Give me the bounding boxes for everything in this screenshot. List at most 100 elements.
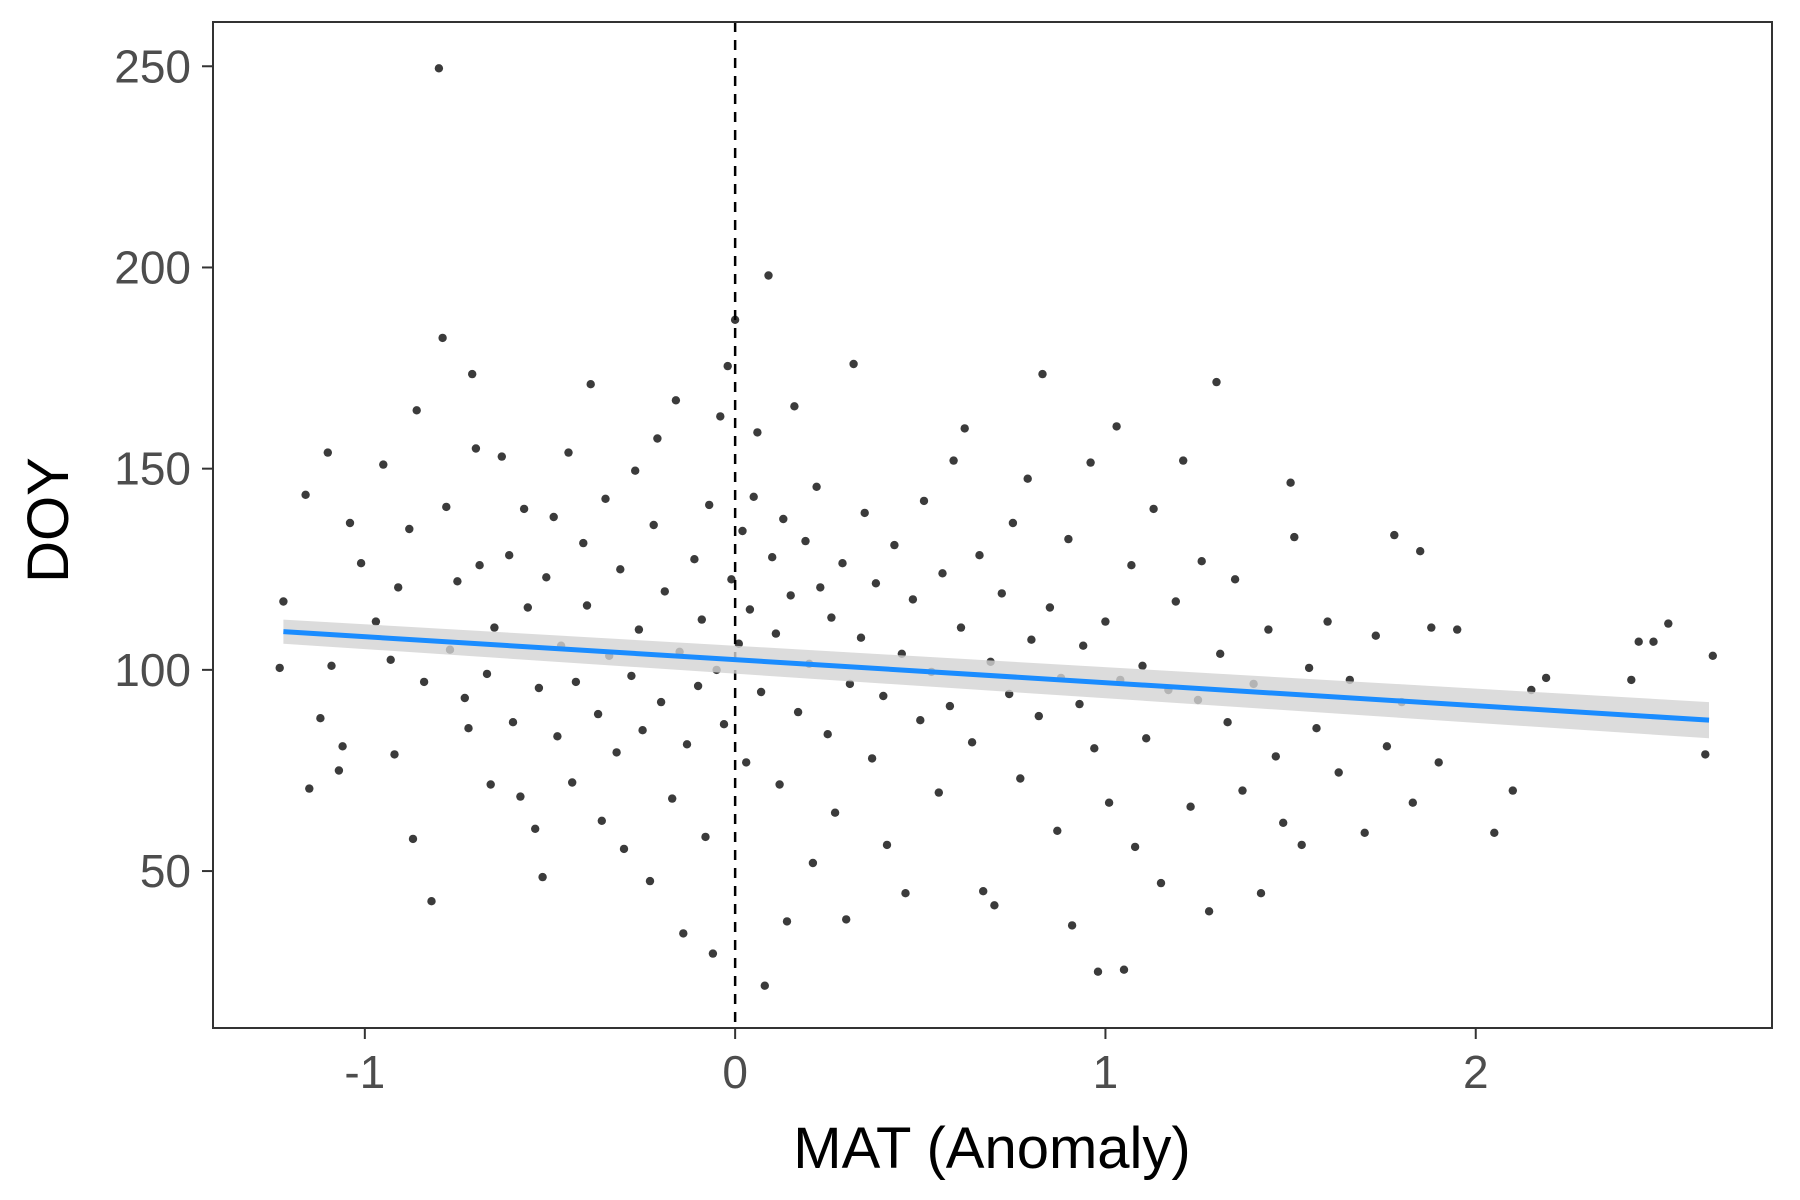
data-point-107	[816, 583, 825, 592]
data-point-121	[890, 540, 899, 550]
data-point-3	[305, 784, 314, 793]
data-point-141	[1008, 518, 1018, 528]
data-point-165	[1142, 734, 1151, 743]
data-point-57	[612, 748, 621, 757]
data-point-136	[979, 887, 988, 896]
data-point-154	[1086, 458, 1095, 467]
data-point-101	[790, 402, 799, 411]
data-point-53	[593, 709, 603, 719]
data-point-199	[1416, 547, 1425, 556]
data-point-98	[779, 514, 788, 524]
data-point-173	[1197, 557, 1206, 566]
x-tick-label-1: 0	[722, 1046, 748, 1098]
data-point-74	[690, 555, 699, 564]
data-point-155	[1090, 744, 1099, 753]
data-point-1	[279, 597, 288, 606]
data-point-91	[753, 428, 762, 437]
data-point-15	[394, 583, 403, 592]
data-point-161	[1119, 965, 1129, 974]
data-point-189	[1312, 724, 1321, 733]
data-point-87	[738, 526, 747, 536]
data-point-59	[619, 844, 629, 854]
data-point-144	[1027, 635, 1036, 644]
data-point-40	[531, 824, 540, 833]
data-point-108	[823, 730, 832, 739]
data-point-151	[1067, 921, 1077, 930]
data-point-68	[660, 587, 669, 596]
data-point-128	[934, 788, 943, 797]
data-point-207	[1627, 675, 1636, 685]
data-point-198	[1408, 798, 1418, 807]
data-point-60	[627, 671, 636, 681]
data-point-181	[1256, 889, 1266, 898]
data-point-129	[938, 569, 947, 578]
data-point-114	[849, 359, 858, 369]
data-point-11	[371, 617, 381, 626]
data-point-33	[490, 623, 499, 632]
data-point-14	[390, 750, 399, 759]
data-point-106	[812, 482, 821, 491]
data-point-142	[1016, 774, 1025, 783]
data-point-42	[538, 872, 547, 882]
data-point-50	[579, 538, 588, 548]
data-point-193	[1360, 828, 1369, 837]
data-point-44	[549, 512, 558, 522]
data-point-204	[1508, 786, 1518, 795]
data-point-28	[468, 369, 477, 379]
data-point-157	[1101, 617, 1110, 626]
data-point-171	[1186, 802, 1195, 811]
data-point-58	[616, 565, 625, 574]
data-point-27	[464, 724, 473, 733]
data-point-52	[586, 380, 595, 389]
y-tick-label-1: 100	[114, 644, 191, 696]
data-point-146	[1038, 369, 1047, 379]
data-point-164	[1138, 661, 1147, 670]
data-point-191	[1334, 768, 1343, 777]
data-point-182	[1264, 625, 1273, 634]
data-point-190	[1323, 617, 1332, 626]
y-tick-label-0: 50	[140, 845, 191, 897]
data-point-70	[671, 396, 681, 405]
x-tick-label-2: 1	[1093, 1046, 1119, 1098]
data-point-187	[1297, 840, 1306, 850]
data-point-178	[1230, 575, 1240, 584]
data-point-29	[471, 444, 481, 453]
data-point-78	[705, 500, 714, 510]
data-point-41	[534, 683, 544, 693]
data-point-2	[301, 490, 310, 499]
data-point-153	[1079, 641, 1088, 650]
data-point-203	[1490, 828, 1499, 837]
data-point-147	[1045, 603, 1055, 612]
data-point-125	[916, 716, 925, 725]
data-point-119	[879, 691, 888, 701]
data-point-183	[1271, 752, 1281, 761]
x-tick-label-0: -1	[344, 1046, 385, 1098]
data-point-54	[597, 816, 606, 825]
data-point-5	[323, 448, 332, 457]
data-point-76	[697, 615, 706, 624]
data-point-19	[419, 677, 429, 687]
data-point-126	[919, 496, 929, 506]
data-point-92	[756, 687, 766, 697]
data-point-185	[1286, 478, 1295, 487]
data-point-55	[601, 494, 610, 503]
data-point-131	[949, 456, 958, 465]
data-point-64	[645, 876, 655, 886]
data-point-95	[768, 553, 777, 562]
data-point-200	[1427, 623, 1436, 632]
data-point-37	[516, 792, 525, 801]
data-point-212	[1708, 651, 1718, 660]
data-point-88	[742, 758, 751, 767]
data-point-202	[1453, 625, 1462, 634]
data-point-209	[1649, 637, 1658, 646]
data-point-23	[442, 502, 451, 512]
data-point-61	[631, 466, 640, 475]
data-point-159	[1112, 422, 1121, 431]
data-point-35	[505, 551, 514, 560]
data-point-8	[338, 742, 347, 751]
y-tick-label-4: 250	[114, 40, 191, 92]
data-point-16	[405, 524, 414, 534]
data-point-4	[316, 714, 325, 723]
data-point-103	[801, 536, 810, 546]
